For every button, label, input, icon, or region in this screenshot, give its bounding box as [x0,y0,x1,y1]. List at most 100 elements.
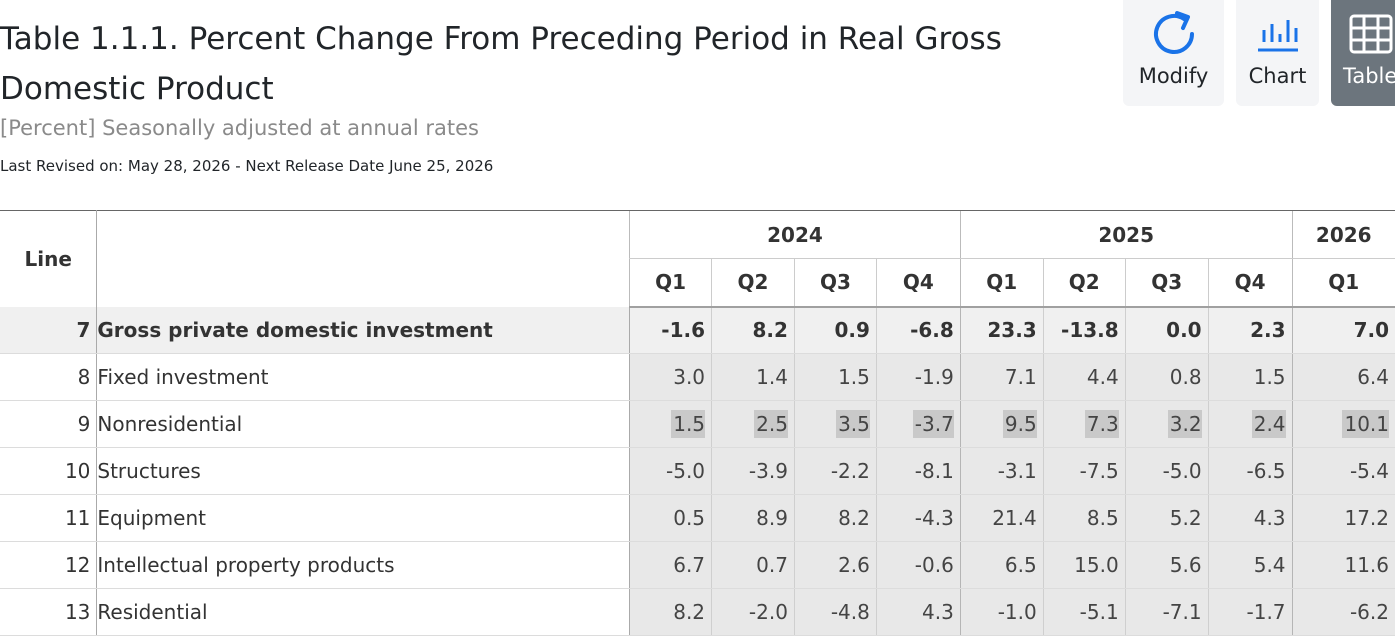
value-cell[interactable]: 11.6 [1291,541,1395,589]
value-cell[interactable]: -1.9 [875,353,961,401]
value-cell[interactable]: -5.0 [629,447,712,495]
value-cell[interactable]: 0.8 [1124,353,1209,401]
value-cell[interactable]: -7.1 [1124,588,1209,636]
value-cell[interactable]: 6.7 [629,541,712,589]
value-text: -3.1 [997,459,1037,483]
row-label[interactable]: Equipment [96,494,631,542]
modify-button[interactable]: Modify [1123,0,1224,106]
value-cell[interactable]: 8.2 [711,306,795,354]
value-cell[interactable]: 2.5 [711,400,795,448]
value-cell[interactable]: 1.5 [629,400,712,448]
value-cell[interactable]: 0.5 [629,494,712,542]
value-cell[interactable]: 5.4 [1207,541,1293,589]
table-button[interactable]: Table [1331,0,1395,106]
quarter-header: Q2 [1042,258,1126,308]
value-cell[interactable]: 5.6 [1124,541,1209,589]
row-label[interactable]: Gross private domestic investment [96,306,631,354]
value-cell[interactable]: 2.3 [1207,306,1293,354]
row-label[interactable]: Intellectual property products [96,541,631,589]
value-cell[interactable]: 1.4 [711,353,795,401]
row-label[interactable]: Fixed investment [96,353,631,401]
value-cell[interactable]: 3.5 [793,400,877,448]
value-cell[interactable]: 2.6 [793,541,877,589]
value-cell[interactable]: 21.4 [959,494,1044,542]
value-text: 3.0 [673,365,706,389]
value-cell[interactable]: 7.3 [1042,400,1126,448]
value-cell[interactable]: -2.0 [711,588,795,636]
row-label[interactable]: Residential [96,588,631,636]
value-cell[interactable]: -1.0 [959,588,1044,636]
line-number: 13 [0,588,98,636]
row-label[interactable]: Structures [96,447,631,495]
quarter-header: Q1 [1291,258,1395,308]
value-cell[interactable]: 9.5 [959,400,1044,448]
value-cell[interactable]: 4.4 [1042,353,1126,401]
value-cell[interactable]: -1.6 [629,306,712,354]
value-cell[interactable]: 8.5 [1042,494,1126,542]
value-text: -13.8 [1061,318,1119,343]
value-text: 6.7 [673,553,706,577]
value-cell[interactable]: 8.2 [793,494,877,542]
value-cell[interactable]: 7.1 [959,353,1044,401]
value-cell[interactable]: 15.0 [1042,541,1126,589]
value-cell[interactable]: 7.0 [1291,306,1395,354]
value-cell[interactable]: -0.6 [875,541,961,589]
value-cell[interactable]: -3.7 [875,400,961,448]
value-cell[interactable]: 3.0 [629,353,712,401]
chart-button[interactable]: Chart [1236,0,1319,106]
value-text: 1.5 [671,410,706,438]
value-cell[interactable]: 23.3 [959,306,1044,354]
value-cell[interactable]: -5.4 [1291,447,1395,495]
value-text: -8.1 [914,459,954,483]
value-text: -1.6 [661,318,706,343]
table-row[interactable]: 7 Gross private domestic investment -1.6 8.… [0,306,1395,354]
value-cell[interactable]: -13.8 [1042,306,1126,354]
value-cell[interactable]: 1.5 [1207,353,1293,401]
value-cell[interactable]: 10.1 [1291,400,1395,448]
value-cell[interactable]: 0.7 [711,541,795,589]
value-cell[interactable]: 3.2 [1124,400,1209,448]
value-cell[interactable]: -2.2 [793,447,877,495]
table-row[interactable]: 9 Nonresidential 1.5 2.5 3.5 -3.7 9.5 7.3 3.2 2.4… [0,400,1395,448]
table-row[interactable]: 11 Equipment 0.5 8.9 8.2 -4.3 21.4 8.5 5.2 4.3 17.… [0,494,1395,542]
value-cell[interactable]: 4.3 [1207,494,1293,542]
value-text: -4.8 [830,600,870,624]
value-cell[interactable]: 0.0 [1124,306,1209,354]
value-cell[interactable]: -7.5 [1042,447,1126,495]
value-cell[interactable]: -1.7 [1207,588,1293,636]
value-text: 8.2 [673,600,706,624]
value-cell[interactable]: -5.1 [1042,588,1126,636]
value-text: 8.2 [752,318,788,343]
table-row[interactable]: 12 Intellectual property products 6.7 0.7 2.… [0,541,1395,589]
value-cell[interactable]: 5.2 [1124,494,1209,542]
value-cell[interactable]: 6.4 [1291,353,1395,401]
quarter-header: Q2 [711,258,795,308]
value-cell[interactable]: 17.2 [1291,494,1395,542]
value-text: 7.0 [1353,318,1389,343]
value-text: 0.8 [1169,365,1202,389]
table-body: 7 Gross private domestic investment -1.6 8.… [0,306,1395,636]
value-cell[interactable]: -3.1 [959,447,1044,495]
value-cell[interactable]: -4.3 [875,494,961,542]
value-cell[interactable]: -5.0 [1124,447,1209,495]
value-cell[interactable]: 6.5 [959,541,1044,589]
value-text: 5.2 [1169,506,1202,530]
value-cell[interactable]: 2.4 [1207,400,1293,448]
value-cell[interactable]: 1.5 [793,353,877,401]
row-label[interactable]: Nonresidential [96,400,631,448]
value-cell[interactable]: -8.1 [875,447,961,495]
value-cell[interactable]: 4.3 [875,588,961,636]
value-cell[interactable]: 8.2 [629,588,712,636]
value-cell[interactable]: -4.8 [793,588,877,636]
value-cell[interactable]: -3.9 [711,447,795,495]
value-cell[interactable]: -6.2 [1291,588,1395,636]
value-cell[interactable]: -6.8 [875,306,961,354]
value-cell[interactable]: 0.9 [793,306,877,354]
value-text: -6.2 [1349,600,1389,624]
table-row[interactable]: 10 Structures -5.0 -3.9 -2.2 -8.1 -3.1 -7.5 -5.0… [0,447,1395,495]
value-text: -5.0 [666,459,706,483]
value-cell[interactable]: -6.5 [1207,447,1293,495]
table-row[interactable]: 8 Fixed investment 3.0 1.4 1.5 -1.9 7.1 4.4 0.8 1… [0,353,1395,401]
table-row[interactable]: 13 Residential 8.2 -2.0 -4.8 4.3 -1.0 -5.1 -7.1 -… [0,588,1395,636]
value-cell[interactable]: 8.9 [711,494,795,542]
